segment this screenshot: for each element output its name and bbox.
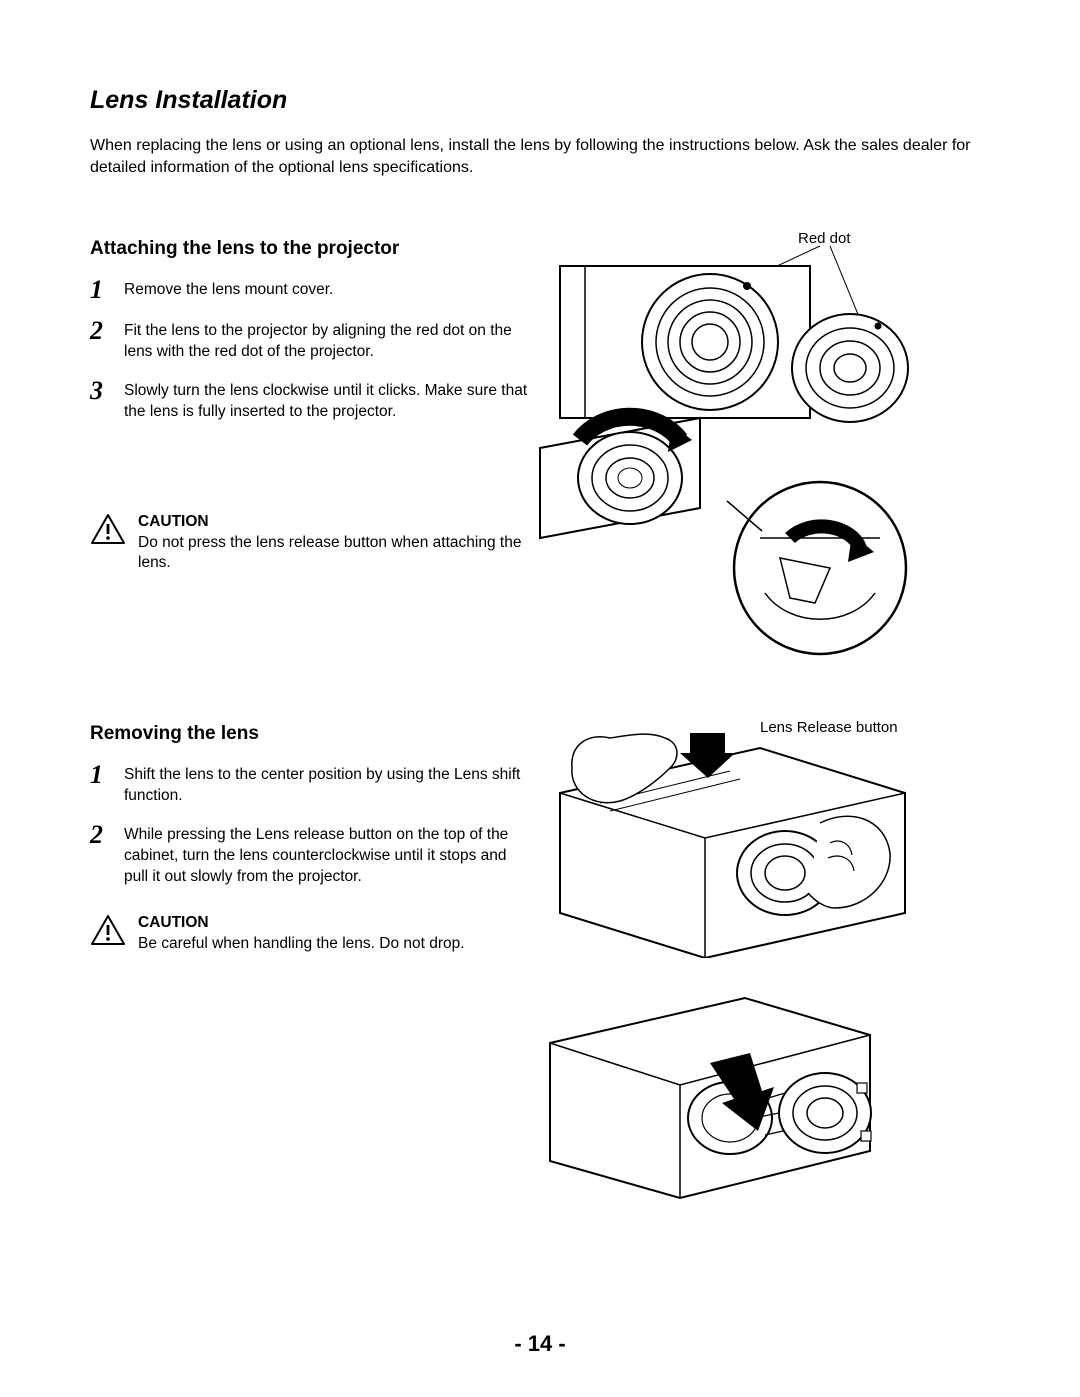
section1-diagram-column: Red dot bbox=[530, 238, 990, 663]
step-item: 1 Remove the lens mount cover. bbox=[90, 278, 530, 303]
step-text: Fit the lens to the projector by alignin… bbox=[124, 319, 530, 363]
section1-text-column: Attaching the lens to the projector 1 Re… bbox=[90, 238, 530, 663]
section-attaching: Attaching the lens to the projector 1 Re… bbox=[90, 238, 990, 663]
step-number: 1 bbox=[90, 763, 124, 807]
section1-heading: Attaching the lens to the projector bbox=[90, 238, 530, 260]
page-title: Lens Installation bbox=[90, 86, 990, 115]
caution-content: CAUTION Be careful when handling the len… bbox=[138, 914, 465, 955]
step-number: 1 bbox=[90, 278, 124, 303]
caution-content: CAUTION Do not press the lens release bu… bbox=[138, 513, 530, 575]
section-removing: Removing the lens 1 Shift the lens to th… bbox=[90, 723, 990, 1213]
page-number: - 14 - bbox=[0, 1331, 1080, 1357]
caution-label: CAUTION bbox=[138, 914, 465, 932]
section2-heading: Removing the lens bbox=[90, 723, 530, 745]
step-number: 3 bbox=[90, 379, 124, 423]
step-text: Remove the lens mount cover. bbox=[124, 278, 333, 303]
lens-attach-diagram bbox=[530, 238, 940, 658]
lens-remove-diagram-2 bbox=[530, 973, 930, 1208]
step-number: 2 bbox=[90, 823, 124, 888]
lens-remove-diagram-1 bbox=[530, 723, 930, 958]
section2-diagram-column: Lens Release button bbox=[530, 723, 990, 1213]
step-text: While pressing the Lens release button o… bbox=[124, 823, 530, 888]
caution-block: CAUTION Do not press the lens release bu… bbox=[90, 513, 530, 575]
step-item: 2 While pressing the Lens release button… bbox=[90, 823, 530, 888]
intro-paragraph: When replacing the lens or using an opti… bbox=[90, 135, 990, 178]
section2-text-column: Removing the lens 1 Shift the lens to th… bbox=[90, 723, 530, 1213]
step-text: Shift the lens to the center position by… bbox=[124, 763, 530, 807]
step-item: 1 Shift the lens to the center position … bbox=[90, 763, 530, 807]
warning-icon bbox=[90, 914, 130, 955]
caution-block: CAUTION Be careful when handling the len… bbox=[90, 914, 530, 955]
annotation-lens-release: Lens Release button bbox=[760, 719, 898, 736]
step-number: 2 bbox=[90, 319, 124, 363]
warning-icon bbox=[90, 513, 130, 575]
caution-text: Do not press the lens release button whe… bbox=[138, 533, 530, 575]
caution-label: CAUTION bbox=[138, 513, 530, 531]
step-text: Slowly turn the lens clockwise until it … bbox=[124, 379, 530, 423]
annotation-red-dot: Red dot bbox=[798, 230, 851, 247]
caution-text: Be careful when handling the lens. Do no… bbox=[138, 934, 465, 955]
step-item: 3 Slowly turn the lens clockwise until i… bbox=[90, 379, 530, 423]
step-item: 2 Fit the lens to the projector by align… bbox=[90, 319, 530, 363]
